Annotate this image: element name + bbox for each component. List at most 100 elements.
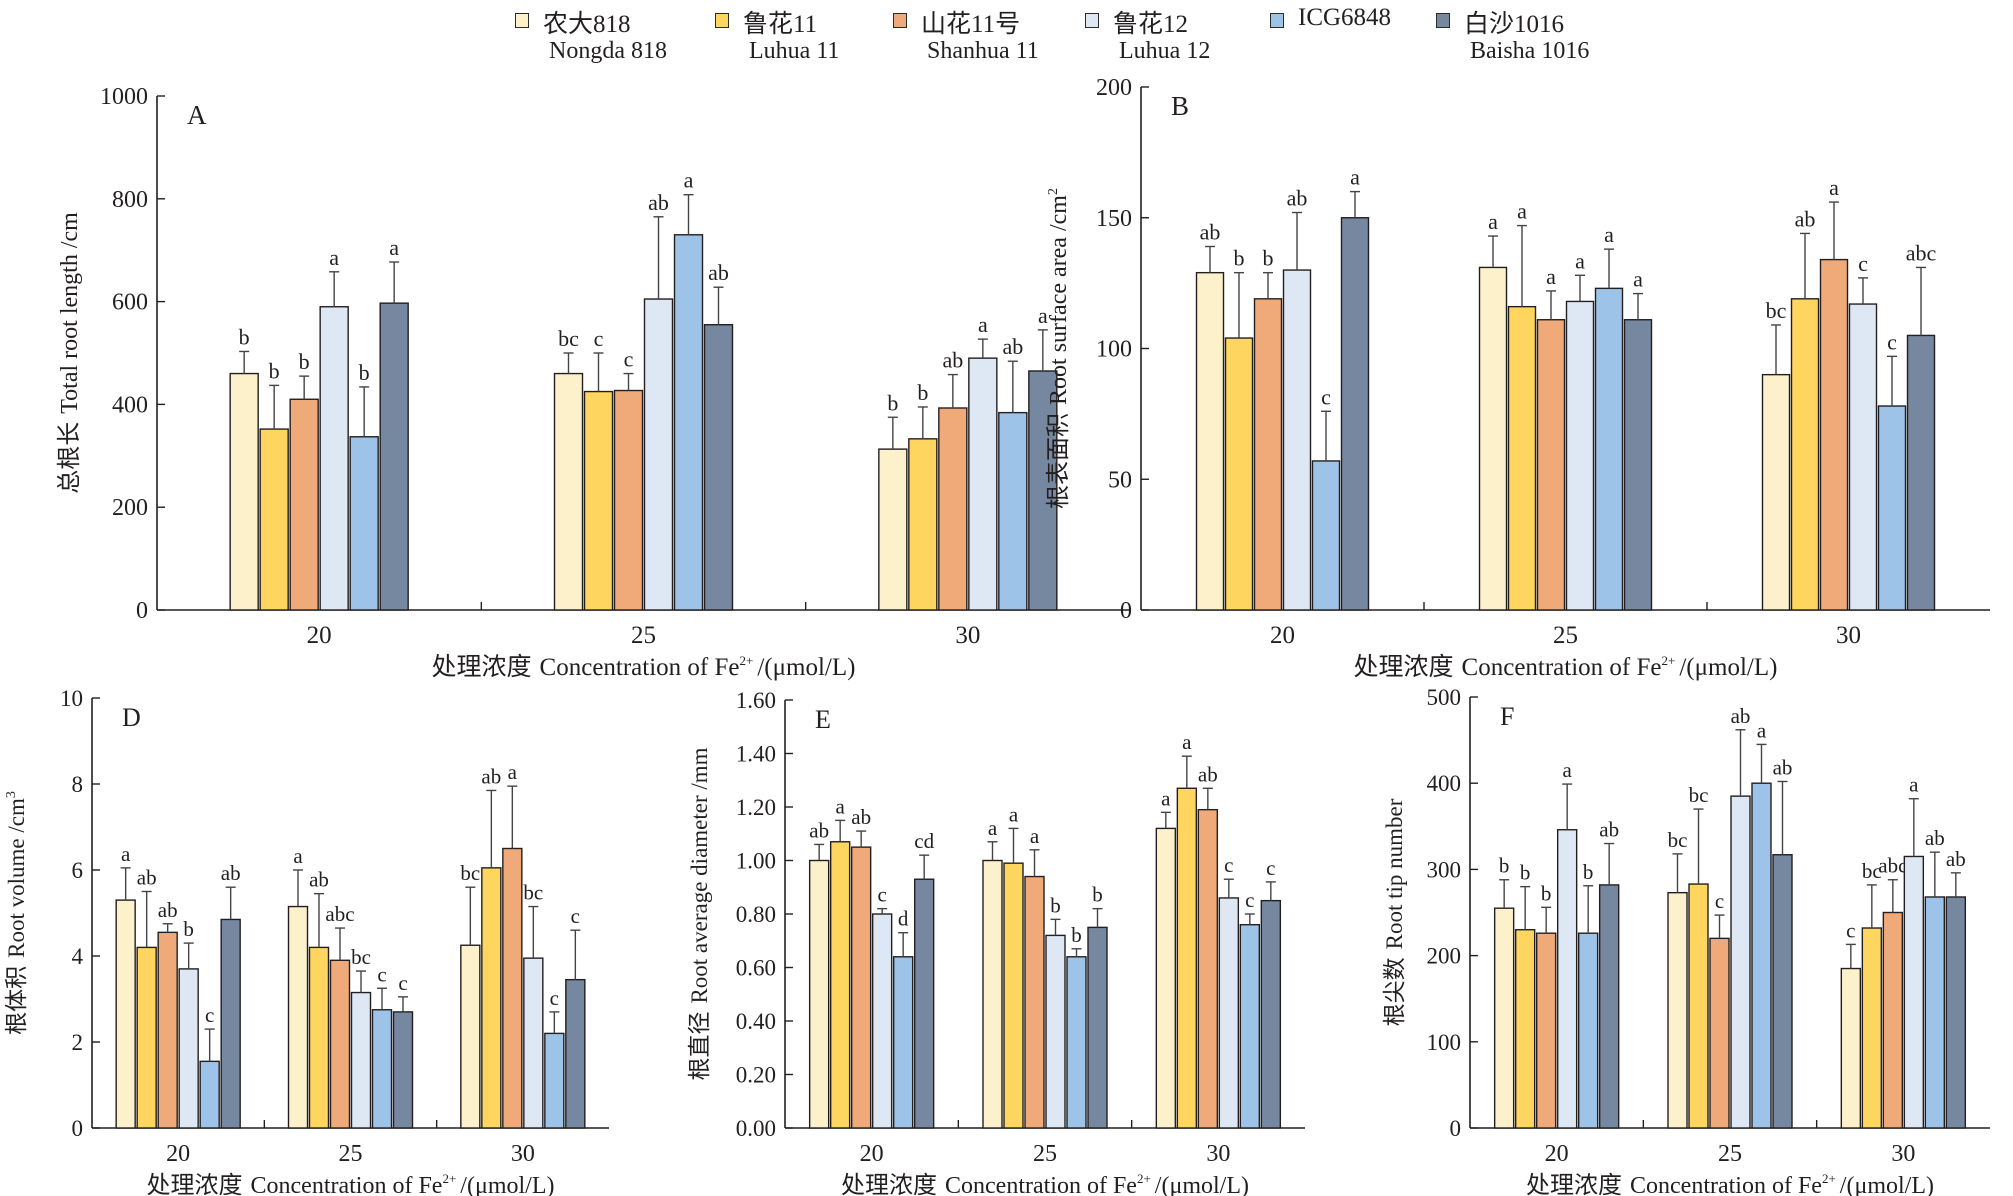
x-tick-label: 25 (1553, 622, 1578, 649)
bar (178, 968, 199, 1129)
significance-letter: b (239, 324, 250, 349)
y-axis-label-en: Root tip number (1382, 798, 1407, 949)
significance-letter: b (1520, 861, 1531, 885)
y-tick-label: 100 (1096, 337, 1132, 363)
bar (1848, 303, 1878, 611)
bar (1176, 787, 1198, 1129)
significance-letter: ab (1773, 755, 1793, 779)
significance-letter: ab (309, 868, 329, 892)
y-tick-label: 6 (72, 858, 84, 883)
y-tick-label: 200 (112, 495, 148, 521)
significance-letter: d (898, 907, 909, 931)
significance-letter: a (121, 842, 131, 866)
x-tick-label: 20 (1545, 1141, 1569, 1167)
y-tick-label: 10 (60, 686, 83, 711)
panel-label: A (187, 100, 207, 130)
significance-letter: a (1575, 248, 1585, 273)
significance-letter: bc (558, 326, 579, 351)
y-axis-label-en: Root average diameter /mm (687, 747, 712, 1003)
bar (871, 913, 893, 1129)
legend-label-cn: 山花11号 (921, 11, 1021, 38)
chart-panel-e: 0.000.200.400.600.801.001.201.401.6020ab… (687, 688, 1305, 1196)
significance-letter: ab (1731, 704, 1751, 728)
significance-letter: a (1009, 802, 1019, 826)
bar (350, 991, 372, 1129)
bar (1493, 907, 1515, 1129)
significance-letter: b (1092, 883, 1103, 907)
x-tick-label: 25 (339, 1141, 363, 1167)
x-tick-label: 30 (511, 1141, 535, 1167)
legend-swatch (1270, 13, 1284, 28)
bar (329, 959, 351, 1129)
significance-letter: a (329, 245, 339, 270)
legend-label-cn: ICG6848 (1298, 4, 1392, 31)
bar (1730, 795, 1751, 1129)
bar (115, 899, 136, 1129)
bar (1594, 287, 1624, 611)
bar (287, 905, 309, 1129)
y-tick-label: 0.80 (736, 902, 776, 927)
y-tick-label: 1.60 (736, 688, 776, 713)
y-axis-label-en: Root surface area /cm (1046, 195, 1072, 405)
x-axis-label-cn: 处理浓度 (1526, 1172, 1622, 1196)
legend-swatch (893, 13, 907, 28)
significance-letter: b (359, 360, 370, 385)
legend-label-en: Shanhua 11 (927, 38, 1039, 64)
bar (349, 436, 379, 611)
significance-letter: ab (1200, 220, 1221, 245)
y-tick-label: 0 (136, 598, 148, 624)
y-tick-label: 0 (1450, 1116, 1462, 1141)
y-tick-label: 400 (1427, 771, 1462, 796)
significance-letter: bc (1668, 828, 1688, 852)
significance-letter: a (1161, 786, 1171, 810)
x-tick-label: 30 (1891, 1141, 1915, 1167)
bar (1577, 932, 1599, 1129)
x-axis-label-sup: 2+ (1662, 653, 1676, 668)
bar (136, 946, 157, 1129)
significance-letter: abc (325, 902, 354, 926)
y-tick-label: 8 (72, 772, 84, 797)
y-tick-label: 0 (72, 1116, 84, 1141)
y-tick-label: 0 (1120, 598, 1132, 624)
x-axis-label: 处理浓度 Concentration of Fe2+/(μmol/L) (1354, 653, 1778, 681)
bar (259, 428, 289, 611)
y-tick-label: 150 (1096, 206, 1132, 232)
bar (1507, 305, 1537, 611)
significance-letter: ab (1287, 186, 1308, 211)
significance-letter: a (1546, 264, 1556, 289)
significance-letter: a (1517, 199, 1527, 224)
x-axis-label: 处理浓度 Concentration of Fe2+/(μmol/L) (432, 653, 856, 681)
significance-letter: ab (1925, 826, 1945, 850)
bar (289, 398, 319, 611)
significance-letter: a (508, 760, 518, 784)
bar (1003, 862, 1024, 1129)
significance-letter: ab (1002, 334, 1023, 359)
significance-letter: a (1350, 165, 1360, 190)
significance-letter: b (887, 390, 898, 415)
x-axis-label-unit: /(μmol/L) (1840, 1173, 1934, 1196)
bar (1598, 884, 1620, 1129)
significance-letter: ab (809, 818, 829, 842)
significance-letter: abc (1878, 854, 1907, 878)
bar (829, 841, 851, 1129)
bar (1882, 911, 1904, 1129)
x-axis-label-en: Concentration of Fe (1462, 654, 1662, 681)
bar (1478, 266, 1508, 611)
significance-letter: c (1266, 856, 1275, 880)
bar (1514, 929, 1536, 1129)
y-axis-label-sup: 3 (4, 791, 19, 798)
y-axis-label-cn: 总根长 (56, 422, 83, 494)
significance-letter: a (978, 312, 988, 337)
significance-letter: ab (851, 805, 871, 829)
x-axis-label-en: Concentration of Fe (251, 1173, 443, 1196)
bar (1688, 883, 1709, 1129)
legend-swatch (1436, 13, 1450, 28)
x-axis-label-sup: 2+ (1822, 1171, 1836, 1186)
x-axis-label-unit: /(μmol/L) (1155, 1173, 1249, 1196)
x-axis-label-en: Concentration of Fe (945, 1173, 1137, 1196)
significance-letter: c (377, 962, 386, 986)
bar (1536, 319, 1566, 611)
x-tick-label: 20 (307, 622, 332, 649)
bar (460, 944, 481, 1129)
